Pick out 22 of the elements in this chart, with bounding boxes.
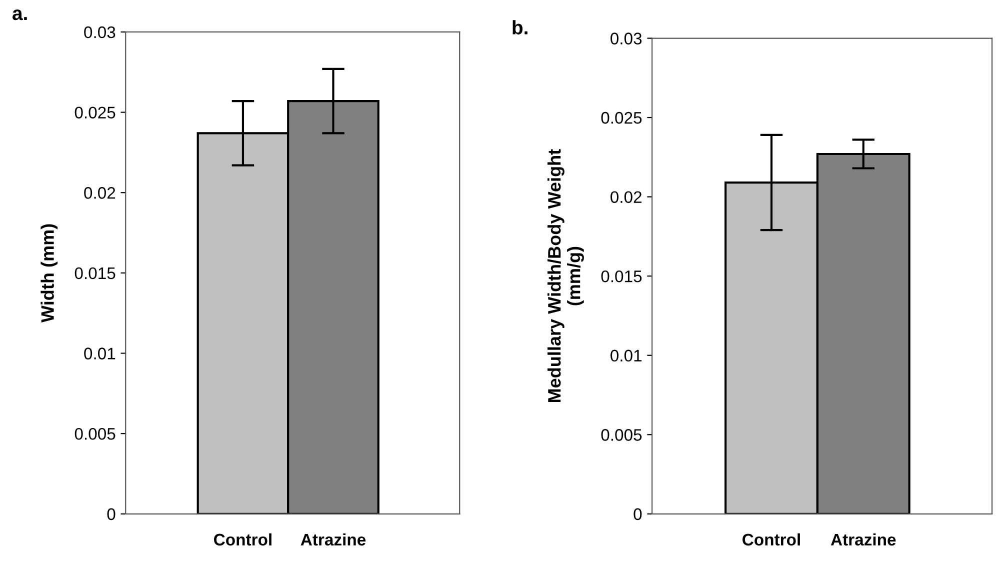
y-axis-title: Width (mm) xyxy=(40,224,58,322)
y-tick-label: 0.02 xyxy=(610,191,642,204)
y-tick-label: 0.025 xyxy=(601,112,642,124)
x-tick-label: Control xyxy=(214,533,272,546)
y-tick-label: 0 xyxy=(634,508,642,520)
x-tick-label: Atrazine xyxy=(300,533,366,546)
text: a. xyxy=(12,10,27,20)
y-tick-label: 0.015 xyxy=(74,267,116,280)
x-tick-label: Control xyxy=(742,533,800,546)
y-tick-label: 0.025 xyxy=(74,106,116,118)
y-tick-label: 0.005 xyxy=(601,429,642,441)
y-tick-label: 0 xyxy=(107,508,116,520)
text: b. xyxy=(512,20,528,34)
y-tick-label: 0.01 xyxy=(84,348,116,360)
y-tick-label: 0.02 xyxy=(84,187,116,199)
y-tick-label: 0.01 xyxy=(610,350,642,362)
y-axis-title: Medullary Width/Body Weight (mm/g) xyxy=(548,149,584,402)
y-tick-label: 0.03 xyxy=(84,26,116,38)
y-tick-label: 0.005 xyxy=(74,428,116,440)
x-tick-label: Atrazine xyxy=(830,533,896,546)
y-tick-label: 0.015 xyxy=(601,270,642,282)
y-tick-label: 0.03 xyxy=(610,32,642,44)
